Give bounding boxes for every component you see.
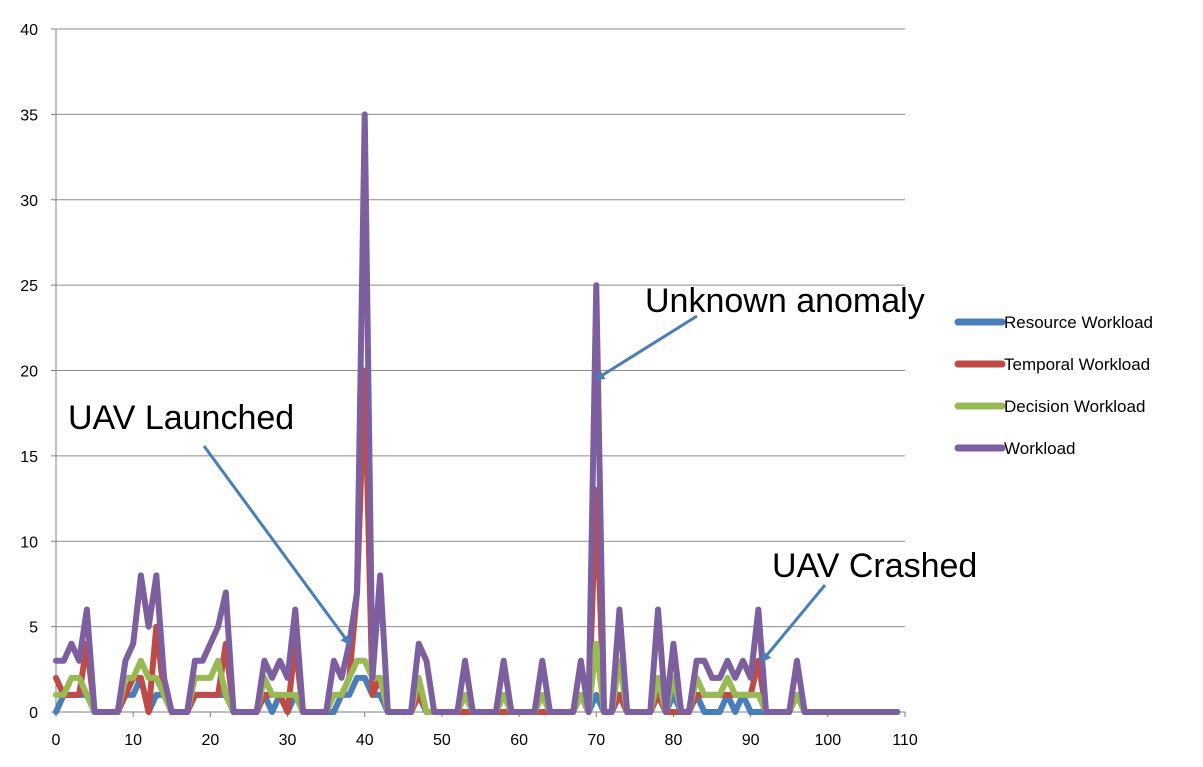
y-tick-label: 25 [20,278,38,295]
x-tick-label: 20 [201,732,219,749]
x-tick-label: 100 [814,732,841,749]
annotation-arrow [202,445,351,646]
grid-lines [56,28,905,628]
x-tick-label: 60 [510,732,528,749]
x-tick-label: 70 [587,732,605,749]
y-tick-label: 35 [20,107,38,124]
legend-label: Workload [1004,439,1076,458]
legend: Resource Workload Temporal Workload Decisi… [954,313,1153,458]
y-tick-label: 10 [20,534,38,551]
x-tick-label: 110 [892,732,918,749]
y-tick-label: 0 [29,705,38,722]
y-tick-label: 20 [20,364,38,381]
y-tick-label: 30 [20,193,38,210]
legend-label: Decision Workload [1004,397,1145,416]
annotation-text: UAV Launched [68,399,294,437]
x-tick-label: 50 [433,732,451,749]
y-tick-label: 5 [29,620,38,637]
annotation-arrow [594,314,698,381]
series-lines [53,111,901,715]
y-tick-label: 40 [20,22,38,39]
legend-label: Temporal Workload [1004,355,1150,374]
x-tick-label: 90 [742,732,760,749]
tick-labels: 0 5 10 15 20 25 30 35 40 0 10 20 30 40 50 60 70 80 90 100 11… [20,22,918,749]
legend-label: Resource Workload [1004,313,1153,332]
x-tick-label: 80 [665,732,683,749]
y-tick-label: 15 [20,449,38,466]
annotations: UAV Launched Unknown anomaly UAV Crashed [68,282,977,663]
annotation-text: Unknown anomaly [645,282,925,320]
annotation-text: UAV Crashed [772,547,977,585]
x-tick-label: 0 [52,732,61,749]
x-tick-label: 30 [279,732,297,749]
x-tick-label: 40 [356,732,374,749]
annotation-arrow [760,584,827,663]
series-line-workload [53,111,901,715]
x-tick-label: 10 [124,732,142,749]
